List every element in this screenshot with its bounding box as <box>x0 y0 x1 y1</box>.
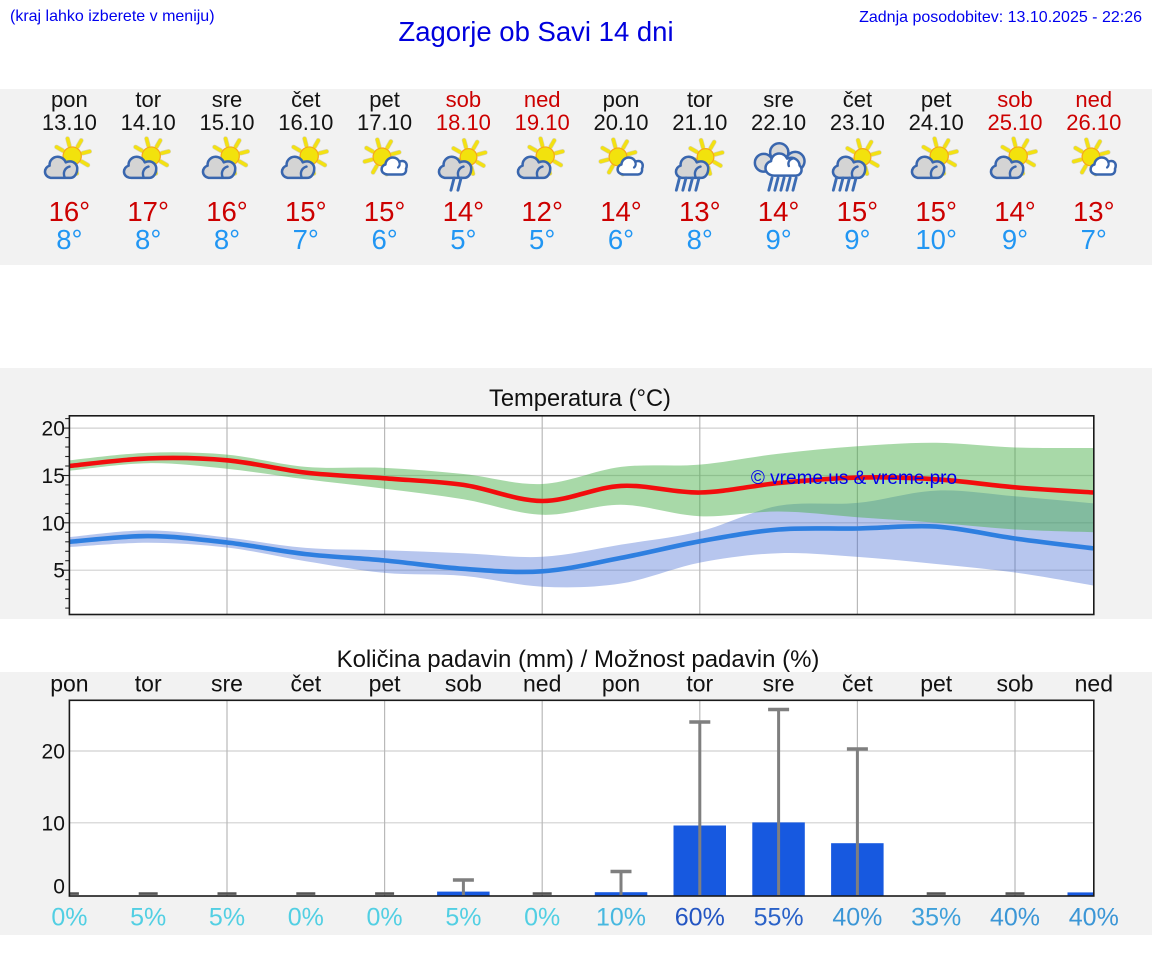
svg-text:0%: 0% <box>524 904 560 932</box>
svg-text:10: 10 <box>42 812 65 835</box>
svg-text:Količina padavin (mm) / Možnos: Količina padavin (mm) / Možnost padavin … <box>337 646 820 673</box>
svg-text:ned: ned <box>1075 671 1113 697</box>
svg-text:5%: 5% <box>445 904 481 932</box>
svg-text:0%: 0% <box>288 904 324 932</box>
svg-text:pet: pet <box>920 671 953 697</box>
svg-text:Temperatura (°C): Temperatura (°C) <box>489 386 671 412</box>
svg-text:20: 20 <box>42 418 65 441</box>
svg-text:sre: sre <box>211 671 243 697</box>
svg-text:sob: sob <box>445 671 482 697</box>
svg-text:pon: pon <box>50 671 88 697</box>
svg-text:ned: ned <box>523 671 561 697</box>
svg-text:60%: 60% <box>675 904 725 932</box>
svg-text:tor: tor <box>686 671 713 697</box>
svg-text:čet: čet <box>842 671 873 697</box>
svg-text:0%: 0% <box>51 904 87 932</box>
svg-text:sre: sre <box>763 671 795 697</box>
svg-text:40%: 40% <box>832 904 882 932</box>
svg-text:5: 5 <box>53 560 65 583</box>
svg-text:© vreme.us & vreme.pro: © vreme.us & vreme.pro <box>751 468 957 489</box>
svg-text:0%: 0% <box>367 904 403 932</box>
svg-text:40%: 40% <box>990 904 1040 932</box>
svg-text:sob: sob <box>996 671 1033 697</box>
svg-text:10%: 10% <box>596 904 646 932</box>
svg-text:40%: 40% <box>1069 904 1119 932</box>
svg-text:5%: 5% <box>209 904 245 932</box>
svg-text:tor: tor <box>135 671 162 697</box>
svg-text:55%: 55% <box>754 904 804 932</box>
svg-text:pon: pon <box>602 671 640 697</box>
svg-text:čet: čet <box>290 671 321 697</box>
svg-text:20: 20 <box>42 741 65 764</box>
svg-text:5%: 5% <box>130 904 166 932</box>
svg-text:0: 0 <box>53 876 65 899</box>
svg-text:10: 10 <box>42 512 65 535</box>
svg-text:pet: pet <box>369 671 402 697</box>
svg-text:15: 15 <box>42 465 65 488</box>
svg-text:35%: 35% <box>911 904 961 932</box>
